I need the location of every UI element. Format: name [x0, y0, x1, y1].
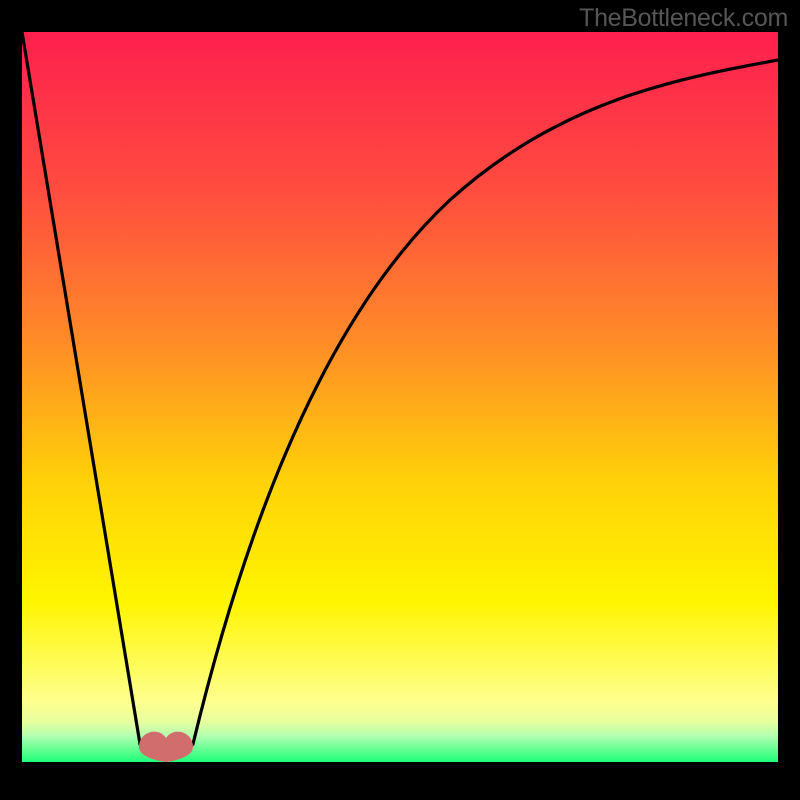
plot-background [22, 32, 778, 762]
chart-frame: TheBottleneck.com [0, 0, 800, 800]
watermark-text: TheBottleneck.com [579, 4, 788, 33]
bottleneck-chart [0, 0, 800, 800]
